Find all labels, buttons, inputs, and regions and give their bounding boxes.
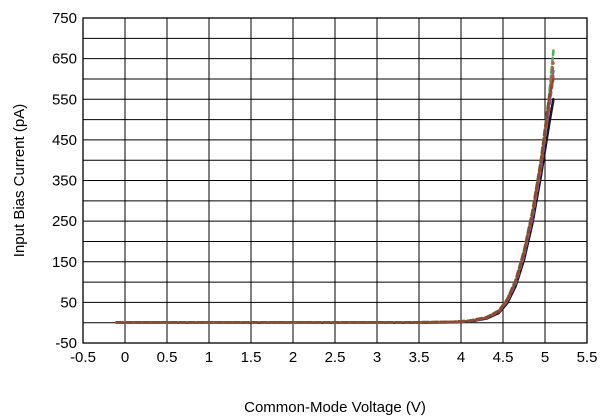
x-axis-label: Common-Mode Voltage (V) <box>244 399 426 416</box>
y-tick-label: 650 <box>52 51 77 68</box>
y-tick-labels: -50 50 150 250 350 450 550 650 750 <box>52 10 77 352</box>
y-axis-label: Input Bias Current (pA) <box>11 104 28 257</box>
y-tick-label: 250 <box>52 213 77 230</box>
x-tick-label: 5.5 <box>577 349 598 366</box>
y-tick-label: -50 <box>55 335 77 352</box>
x-tick-label: 4.5 <box>493 349 514 366</box>
y-tick-label: 450 <box>52 132 77 149</box>
y-tick-label: 350 <box>52 173 77 190</box>
x-tick-label: 4 <box>457 349 465 366</box>
y-tick-label: 150 <box>52 254 77 271</box>
x-tick-label: 3.5 <box>409 349 430 366</box>
x-tick-label: 1 <box>205 349 213 366</box>
y-tick-label: 550 <box>52 91 77 108</box>
y-tick-label: 750 <box>52 10 77 27</box>
x-tick-label: 5 <box>541 349 549 366</box>
x-tick-label: 1.5 <box>241 349 262 366</box>
x-tick-label: 3 <box>373 349 381 366</box>
x-tick-label: 2 <box>289 349 297 366</box>
x-tick-label: -0.5 <box>70 349 96 366</box>
y-tick-label: 50 <box>60 294 77 311</box>
x-tick-label: 2.5 <box>325 349 346 366</box>
series-line-6 <box>115 77 555 324</box>
plot-frame <box>82 17 588 344</box>
x-tick-labels: -0.5 0 0.5 1 1.5 2 2.5 3 3.5 4 4.5 5 5.5 <box>70 349 597 366</box>
series-group <box>115 49 555 324</box>
x-tick-label: 0 <box>121 349 129 366</box>
x-tick-label: 0.5 <box>157 349 178 366</box>
